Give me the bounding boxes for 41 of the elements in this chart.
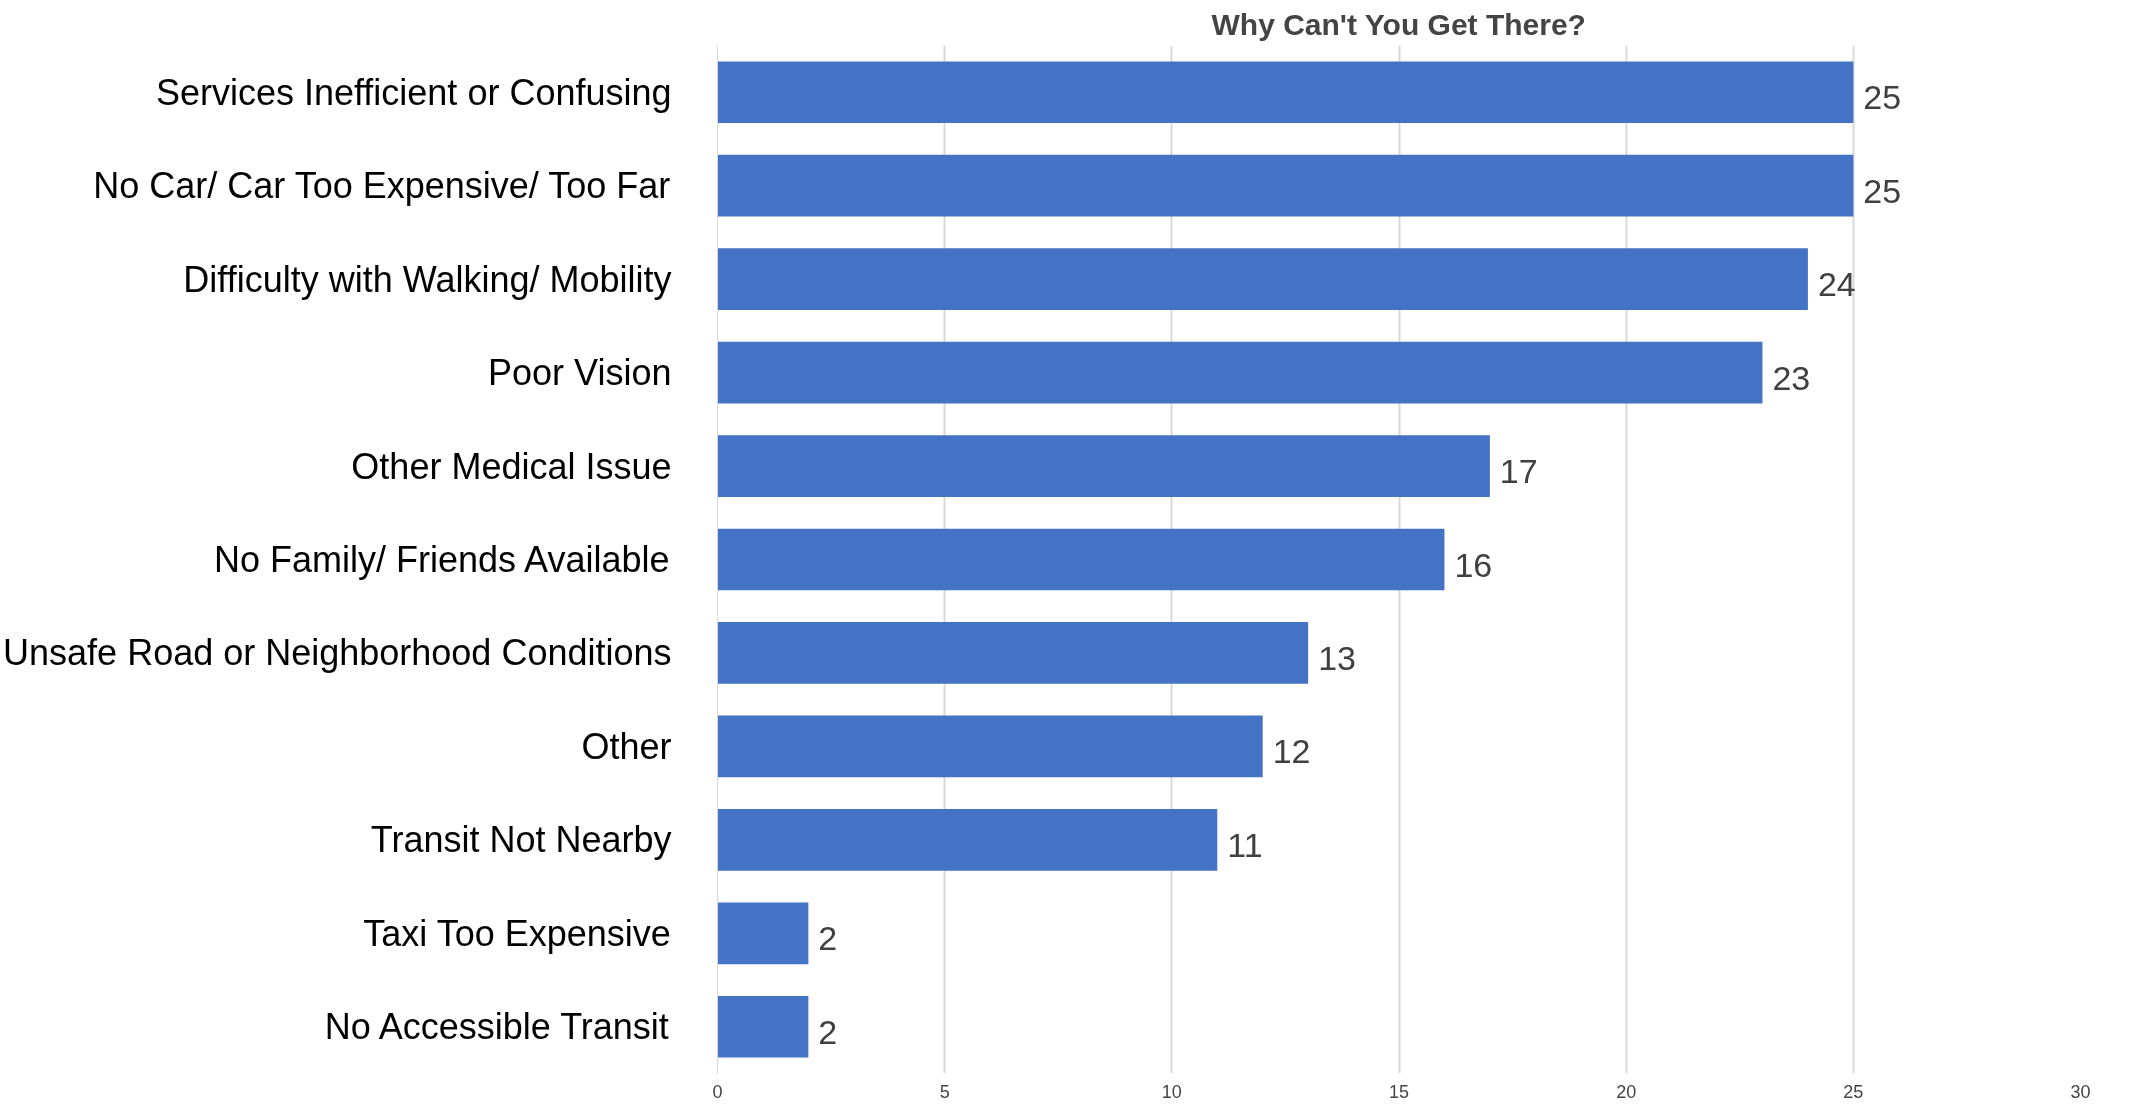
bar bbox=[717, 902, 809, 965]
bar bbox=[717, 809, 1218, 871]
bar bbox=[717, 622, 1309, 684]
bar bbox=[717, 435, 1490, 497]
data-label: 16 bbox=[1454, 545, 1493, 584]
x-tick-label: 30 bbox=[2070, 1081, 2091, 1102]
data-label: 25 bbox=[1863, 171, 1902, 210]
y-tick-label: Unsafe Road or Neighborhood Conditions bbox=[3, 632, 672, 674]
x-tick-label: 5 bbox=[939, 1081, 950, 1102]
chart-title: Why Can't You Get There? bbox=[1211, 7, 1586, 41]
bar bbox=[717, 715, 1263, 778]
bar bbox=[717, 528, 1445, 591]
data-label: 24 bbox=[1817, 265, 1856, 304]
y-tick-label: Taxi Too Expensive bbox=[363, 912, 671, 954]
bar bbox=[717, 995, 809, 1058]
data-label: 11 bbox=[1227, 825, 1263, 864]
x-tick-label: 0 bbox=[712, 1081, 723, 1102]
y-tick-label: Transit Not Nearby bbox=[370, 819, 672, 861]
y-tick-label: Services Inefficient or Confusing bbox=[155, 71, 672, 113]
x-tick-label: 15 bbox=[1388, 1081, 1410, 1102]
x-tick-label: 20 bbox=[1616, 1081, 1637, 1102]
data-label: 25 bbox=[1863, 78, 1902, 117]
y-tick-label: Other bbox=[581, 725, 672, 767]
data-label: 13 bbox=[1318, 638, 1356, 677]
data-label: 17 bbox=[1499, 452, 1538, 491]
y-tick-label: No Accessible Transit bbox=[324, 1006, 669, 1048]
data-label: 23 bbox=[1772, 358, 1811, 397]
x-tick-label: 10 bbox=[1161, 1081, 1182, 1102]
bar bbox=[717, 248, 1808, 310]
y-tick-label: No Car/ Car Too Expensive/ Too Far bbox=[93, 165, 671, 207]
y-tick-label: Other Medical Issue bbox=[351, 445, 672, 487]
x-tick-label: 25 bbox=[1843, 1081, 1864, 1102]
data-label: 2 bbox=[818, 919, 838, 958]
data-label: 2 bbox=[818, 1012, 838, 1051]
y-tick-label: Difficulty with Walking/ Mobility bbox=[183, 258, 672, 300]
bar bbox=[717, 154, 1854, 217]
y-tick-label: No Family/ Friends Available bbox=[213, 539, 670, 580]
data-label: 12 bbox=[1272, 732, 1311, 771]
bar bbox=[717, 341, 1763, 404]
y-tick-label: Poor Vision bbox=[488, 352, 672, 394]
bar bbox=[717, 61, 1854, 124]
